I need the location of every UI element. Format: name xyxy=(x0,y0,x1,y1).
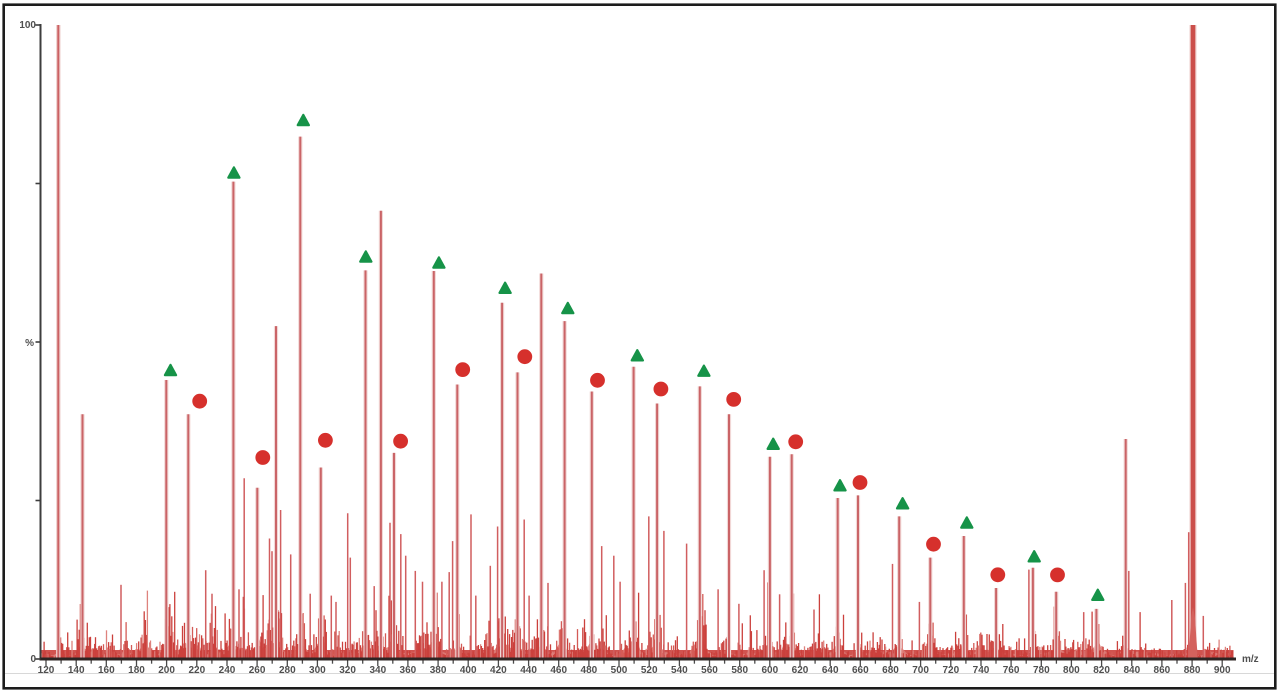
svg-text:880: 880 xyxy=(1184,665,1201,676)
svg-text:600: 600 xyxy=(761,665,778,676)
svg-text:340: 340 xyxy=(369,665,386,676)
svg-text:780: 780 xyxy=(1033,665,1050,676)
svg-text:540: 540 xyxy=(671,665,688,676)
svg-text:180: 180 xyxy=(128,665,145,676)
svg-text:900: 900 xyxy=(1214,665,1231,676)
svg-text:680: 680 xyxy=(882,665,899,676)
svg-text:800: 800 xyxy=(1063,665,1080,676)
svg-text:160: 160 xyxy=(98,665,115,676)
svg-text:320: 320 xyxy=(339,665,356,676)
svg-text:580: 580 xyxy=(731,665,748,676)
svg-text:260: 260 xyxy=(249,665,266,676)
svg-text:660: 660 xyxy=(852,665,869,676)
svg-text:0: 0 xyxy=(30,654,36,665)
svg-text:860: 860 xyxy=(1154,665,1171,676)
svg-text:760: 760 xyxy=(1003,665,1020,676)
svg-text:440: 440 xyxy=(520,665,537,676)
svg-text:420: 420 xyxy=(490,665,507,676)
svg-text:100: 100 xyxy=(19,20,36,31)
svg-text:240: 240 xyxy=(219,665,236,676)
svg-text:640: 640 xyxy=(822,665,839,676)
svg-text:840: 840 xyxy=(1123,665,1140,676)
svg-text:560: 560 xyxy=(701,665,718,676)
svg-text:740: 740 xyxy=(973,665,990,676)
svg-text:220: 220 xyxy=(188,665,205,676)
svg-text:360: 360 xyxy=(400,665,417,676)
svg-text:620: 620 xyxy=(792,665,809,676)
svg-text:300: 300 xyxy=(309,665,326,676)
svg-text:120: 120 xyxy=(38,665,55,676)
svg-text:820: 820 xyxy=(1093,665,1110,676)
svg-text:%: % xyxy=(25,338,34,349)
svg-text:400: 400 xyxy=(460,665,477,676)
svg-text:480: 480 xyxy=(581,665,598,676)
svg-text:460: 460 xyxy=(550,665,567,676)
svg-text:140: 140 xyxy=(68,665,85,676)
svg-text:520: 520 xyxy=(641,665,658,676)
svg-text:200: 200 xyxy=(158,665,175,676)
svg-text:700: 700 xyxy=(912,665,929,676)
svg-text:m/z: m/z xyxy=(1242,654,1259,665)
svg-text:280: 280 xyxy=(279,665,296,676)
svg-text:500: 500 xyxy=(611,665,628,676)
svg-text:380: 380 xyxy=(430,665,447,676)
svg-text:720: 720 xyxy=(942,665,959,676)
